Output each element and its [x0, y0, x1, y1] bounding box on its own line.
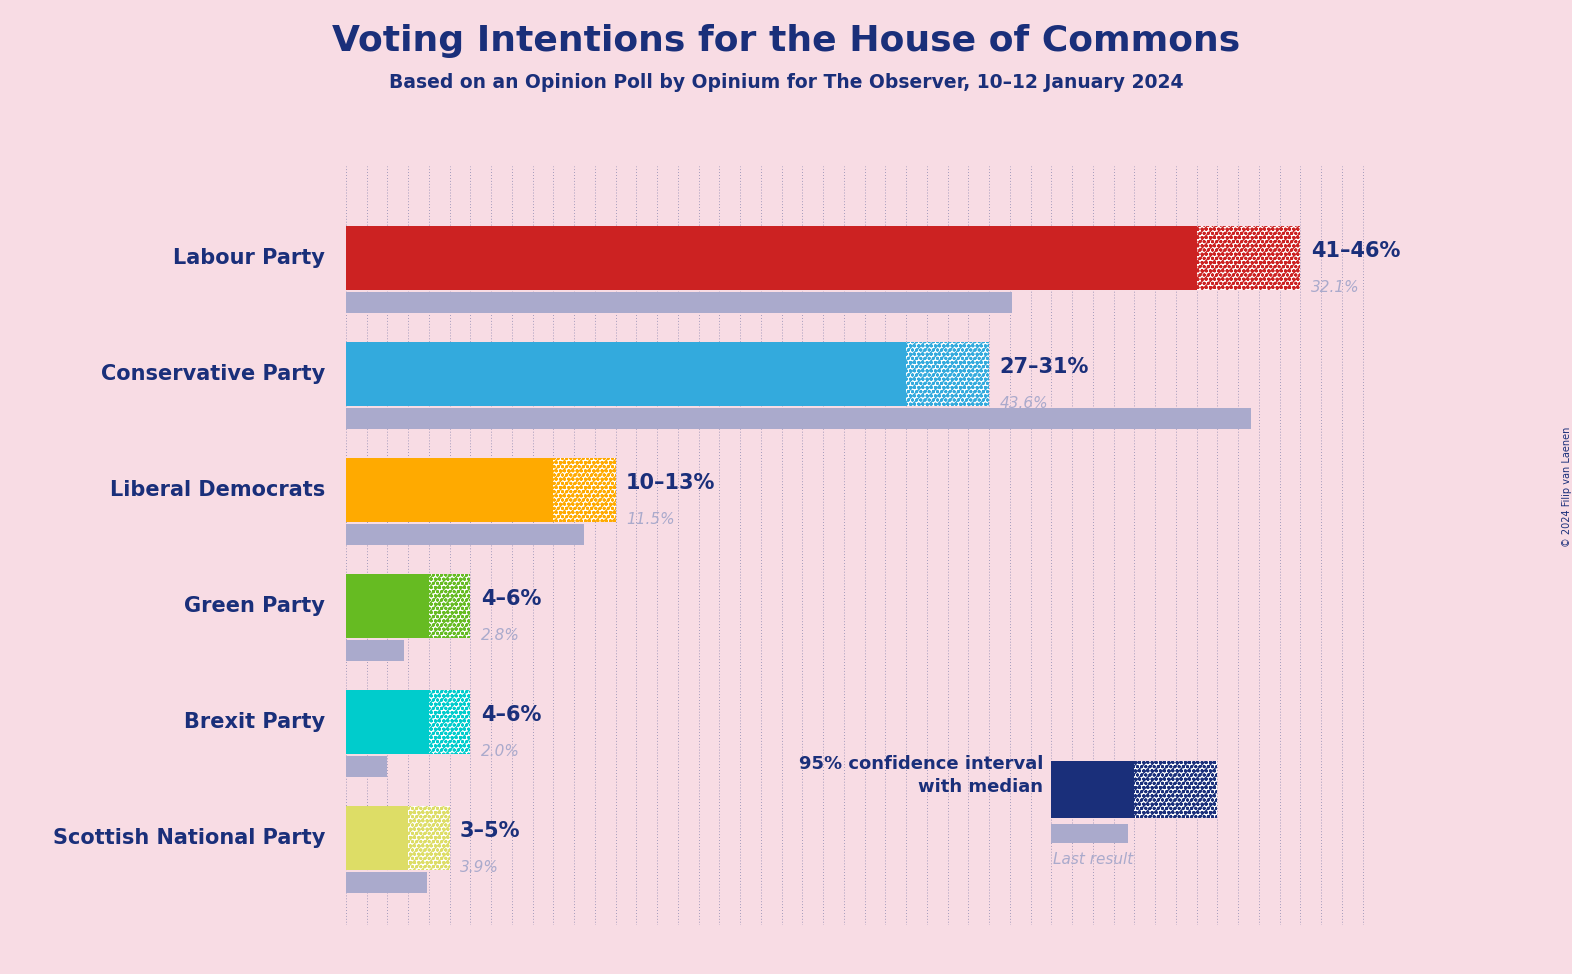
Bar: [1196, 227, 1300, 290]
Bar: [553, 459, 616, 522]
Text: Voting Intentions for the House of Commons: Voting Intentions for the House of Commo…: [332, 24, 1240, 58]
Text: Based on an Opinion Poll by Opinium for The Observer, 10–12 January 2024: Based on an Opinion Poll by Opinium for …: [388, 73, 1184, 93]
Text: Liberal Democrats: Liberal Democrats: [110, 480, 325, 501]
Text: © 2024 Filip van Laenen: © 2024 Filip van Laenen: [1563, 427, 1572, 547]
Text: Conservative Party: Conservative Party: [101, 364, 325, 385]
Bar: [905, 343, 989, 406]
Text: 11.5%: 11.5%: [626, 512, 674, 527]
Text: Brexit Party: Brexit Party: [184, 712, 325, 732]
Bar: [553, 459, 616, 522]
Bar: [1052, 761, 1135, 818]
Text: 32.1%: 32.1%: [1311, 280, 1360, 295]
Bar: [1052, 824, 1129, 843]
Bar: [346, 640, 404, 660]
Bar: [429, 575, 470, 638]
Bar: [346, 575, 429, 638]
Text: 95% confidence interval
with median: 95% confidence interval with median: [799, 755, 1044, 797]
Bar: [409, 806, 450, 870]
Bar: [1135, 761, 1217, 818]
Bar: [346, 408, 1251, 429]
Text: 4–6%: 4–6%: [481, 705, 541, 726]
Bar: [346, 524, 585, 544]
Text: Last result: Last result: [1053, 851, 1133, 867]
Bar: [346, 227, 1196, 290]
Bar: [346, 756, 387, 777]
Bar: [409, 806, 450, 870]
Bar: [905, 343, 989, 406]
Bar: [1135, 761, 1217, 818]
Bar: [409, 806, 450, 870]
Text: 4–6%: 4–6%: [481, 589, 541, 610]
Bar: [346, 459, 553, 522]
Bar: [346, 343, 905, 406]
Text: 27–31%: 27–31%: [1000, 357, 1089, 377]
Bar: [429, 575, 470, 638]
Bar: [429, 691, 470, 754]
Bar: [1135, 761, 1217, 818]
Bar: [346, 691, 429, 754]
Text: Labour Party: Labour Party: [173, 248, 325, 269]
Bar: [429, 575, 470, 638]
Bar: [905, 343, 989, 406]
Bar: [346, 806, 409, 870]
Bar: [429, 691, 470, 754]
Bar: [553, 459, 616, 522]
Bar: [1196, 227, 1300, 290]
Text: 2.0%: 2.0%: [481, 744, 520, 759]
Text: 10–13%: 10–13%: [626, 473, 715, 494]
Text: 2.8%: 2.8%: [481, 628, 520, 643]
Bar: [346, 292, 1012, 313]
Text: Scottish National Party: Scottish National Party: [53, 828, 325, 848]
Bar: [429, 691, 470, 754]
Text: 3–5%: 3–5%: [461, 821, 520, 842]
Bar: [1196, 227, 1300, 290]
Text: 41–46%: 41–46%: [1311, 242, 1401, 261]
Text: Green Party: Green Party: [184, 596, 325, 617]
Text: 3.9%: 3.9%: [461, 860, 498, 875]
Text: 43.6%: 43.6%: [1000, 395, 1049, 411]
Bar: [346, 872, 426, 893]
